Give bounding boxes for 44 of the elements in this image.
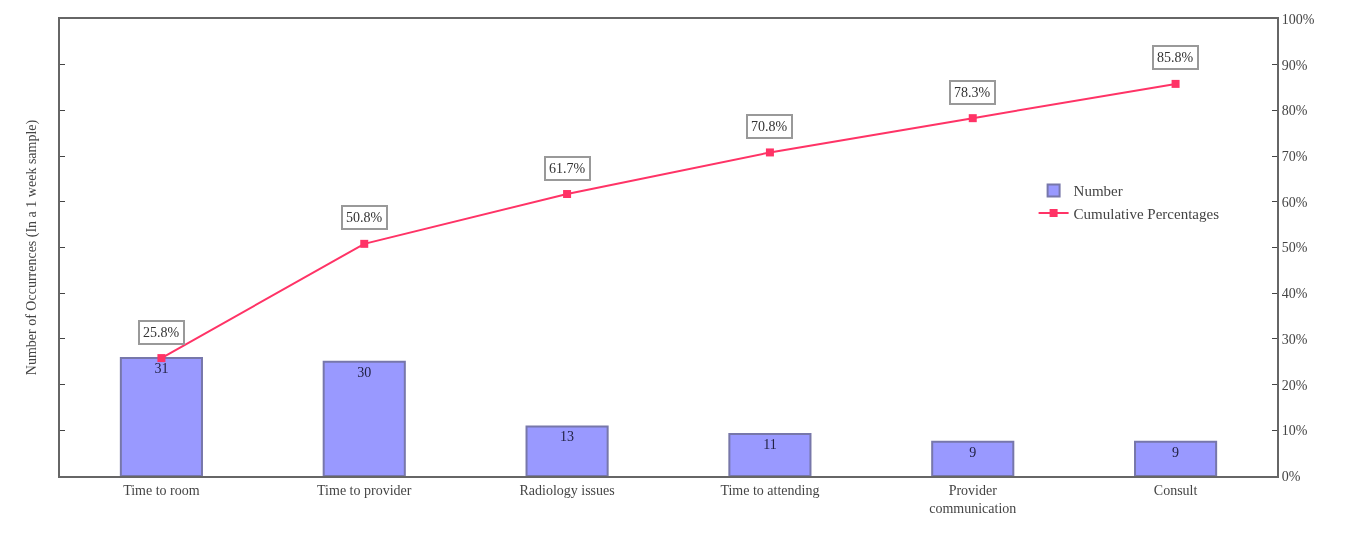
bar (119, 356, 203, 476)
bar (931, 440, 1015, 476)
data-label: 31 (154, 360, 169, 376)
x-tick-label: Time to room (123, 482, 200, 498)
data-label: 30 (357, 364, 372, 380)
y2-tick-label: 50% (1281, 240, 1308, 256)
data-label: 25.8% (143, 325, 180, 340)
data-label: 9 (969, 444, 977, 460)
y-axis-title: Number of Occurrences (In a 1 week sample) (24, 119, 41, 376)
point (765, 148, 774, 157)
bar (322, 360, 406, 476)
x-tick-label: Consult (1153, 482, 1198, 498)
x-tick-label: Radiology issues (519, 482, 615, 498)
data-label: 9 (1172, 444, 1180, 460)
y2-tick-label: 100% (1281, 11, 1315, 27)
y2-tick-label: 60% (1281, 194, 1308, 210)
legend-label: Cumulative Percentages (1073, 205, 1220, 222)
y2-tick-label: 40% (1281, 286, 1308, 302)
point (968, 114, 977, 123)
data-label: 50.8% (346, 210, 383, 225)
data-label: 85.8% (1157, 50, 1194, 65)
point (360, 239, 369, 248)
y2-tick-label: 70% (1281, 149, 1308, 164)
data-label: 70.8% (751, 119, 788, 134)
data-label: 78.3% (954, 85, 991, 100)
bar (728, 433, 812, 476)
bar (1134, 440, 1218, 476)
data-label: 61.7% (549, 161, 586, 176)
point (1171, 79, 1180, 88)
x-tick-label: Time to attending (720, 482, 820, 498)
x-tick-label: Provider communication (929, 482, 1017, 516)
y2-tick-label: 80% (1281, 103, 1308, 119)
point (157, 354, 166, 363)
point (563, 190, 572, 199)
y2-tick-label: 10% (1281, 423, 1308, 439)
y2-tick-label: 20% (1281, 377, 1308, 393)
y2-tick-label: 0% (1281, 468, 1301, 484)
x-tick-label: Time to provider (317, 482, 412, 498)
y2-tick-label: 30% (1281, 331, 1308, 347)
data-label: 11 (763, 437, 777, 453)
data-label: 13 (560, 429, 575, 445)
bar (525, 425, 609, 476)
y2-tick-label: 90% (1281, 57, 1308, 73)
legend-label: Number (1073, 183, 1123, 200)
